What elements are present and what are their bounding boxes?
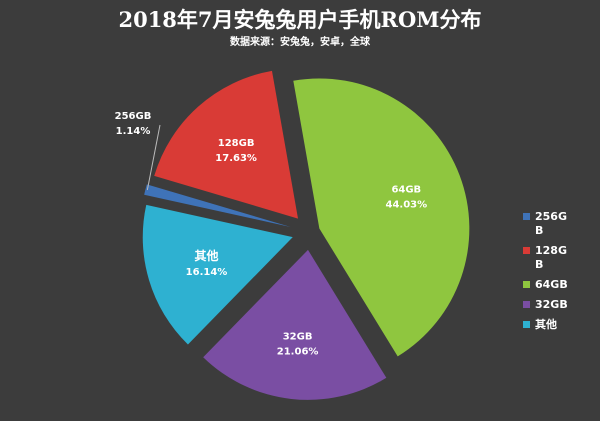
slice-label-2: 其他 [195, 248, 219, 263]
pie-slice-2 [142, 204, 293, 345]
pie-slice-3 [144, 184, 291, 227]
legend-label-3: 32GB [535, 298, 568, 311]
chart-title: 2018年7月安兔兔用户手机ROM分布 [118, 7, 482, 32]
chart-legend: 256GB 128GB 64GB 32GB 其他 [523, 210, 593, 338]
legend-swatch-2 [523, 281, 530, 288]
slice-percent-2: 16.14% [186, 267, 228, 278]
leader-line-256gb [146, 124, 161, 191]
legend-label-1: 128GB [535, 244, 567, 271]
legend-item-4: 其他 [523, 318, 593, 332]
legend-label-4: 其他 [535, 318, 557, 331]
slice-label-1: 32GB [283, 331, 313, 342]
legend-label-0: 256GB [535, 210, 567, 237]
slice-percent-1: 21.06% [277, 346, 319, 357]
slice-percent-4: 17.63% [215, 153, 257, 164]
legend-item-1: 128GB [523, 244, 593, 272]
slice-label-4: 128GB [218, 138, 255, 149]
pie-slice-0 [293, 78, 470, 357]
slice-percent-0: 44.03% [385, 200, 427, 211]
legend-item-2: 64GB [523, 278, 593, 292]
slice-label-3: 256GB [115, 111, 152, 122]
legend-item-3: 32GB [523, 298, 593, 312]
legend-swatch-3 [523, 301, 530, 308]
legend-swatch-0 [523, 213, 530, 220]
slice-percent-3: 1.14% [116, 126, 151, 137]
pie-slice-1 [203, 249, 387, 400]
legend-label-2: 64GB [535, 278, 568, 291]
chart-subtitle: 数据来源：安兔兔，安卓，全球 [230, 37, 370, 48]
slice-label-0: 64GB [391, 185, 421, 196]
legend-item-0: 256GB [523, 210, 593, 238]
pie-slice-4 [154, 70, 299, 219]
legend-swatch-4 [523, 321, 530, 328]
legend-swatch-1 [523, 247, 530, 254]
